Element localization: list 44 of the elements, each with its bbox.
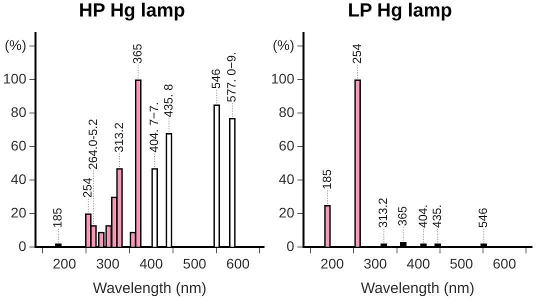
annotation: 365 (396, 206, 410, 226)
y-tick-label: 20 (10, 204, 27, 221)
annotation: 577. 0−9. (224, 52, 239, 102)
x-tick-label: 500 (182, 255, 206, 272)
y-tick-label: 80 (278, 104, 295, 120)
y-tick-label: 100 (3, 70, 27, 87)
x-tick-label: 600 (226, 255, 250, 272)
x-tick-label: 200 (52, 255, 76, 272)
y-tick-label: 60 (278, 138, 295, 154)
annotation: 435. 8 (161, 84, 176, 118)
annotation: 185 (50, 208, 65, 228)
annotation: 254 (80, 177, 95, 198)
x-tick-label: 500 (450, 255, 474, 272)
annotation: 546 (209, 68, 224, 89)
y-tick-label: 40 (278, 171, 295, 188)
x-axis-title: Wavelength (nm) (360, 280, 475, 298)
x-tick-label: 600 (492, 255, 516, 272)
y-tick-label: 60 (10, 138, 27, 154)
y-tick-label: 20 (278, 204, 295, 221)
annotation: 435. (430, 204, 444, 228)
y-tick-label: 40 (10, 171, 27, 188)
annotation: 404. 7−7. (146, 102, 161, 152)
annotation: 546 (476, 208, 490, 228)
chart-title: HP Hg lamp (78, 0, 186, 22)
y-tick-label: (%) (4, 37, 26, 54)
annotation: 264.0-5.2 (86, 118, 100, 170)
annotation: 404. (416, 204, 430, 228)
annotation: 254 (350, 43, 364, 64)
x-tick-label: 300 (364, 255, 388, 272)
chart-title: LP Hg lamp (348, 0, 452, 22)
y-tick-label: (%) (272, 37, 294, 54)
y-tick-label: 100 (271, 70, 295, 87)
x-axis-title: Wavelength (nm) (92, 280, 207, 298)
y-tick-label: 0 (18, 238, 27, 254)
annotation: 365 (130, 43, 144, 64)
x-tick-label: 300 (96, 255, 120, 272)
y-tick-label: 0 (286, 238, 295, 254)
x-tick-label: 400 (140, 255, 164, 272)
annotation: 185 (320, 168, 334, 190)
x-tick-label: 200 (320, 255, 344, 272)
y-tick-label: 80 (10, 104, 27, 120)
x-tick-label: 400 (406, 255, 430, 272)
annotation: 313.2 (112, 122, 126, 152)
annotation: 313.2 (376, 197, 390, 228)
